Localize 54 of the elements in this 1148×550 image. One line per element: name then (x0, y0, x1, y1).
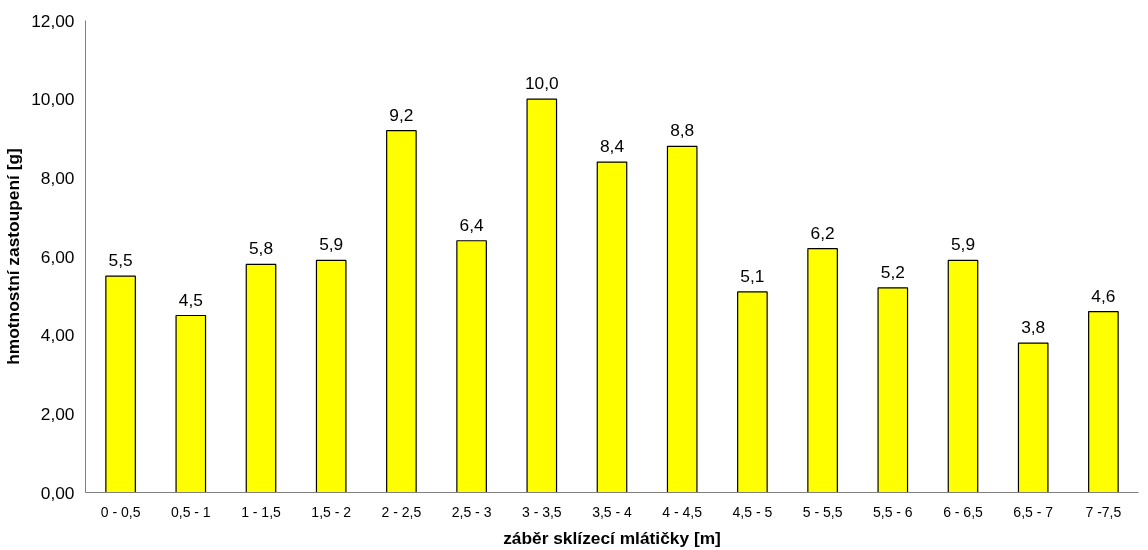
x-tick-label: 3 - 3,5 (521, 503, 562, 520)
bar (807, 248, 838, 493)
bar (877, 287, 909, 493)
bar (105, 275, 136, 493)
bar (737, 291, 768, 493)
data-label: 5,5 (108, 250, 133, 271)
x-tick-label: 0,5 - 1 (170, 503, 211, 520)
x-tick-label: 6 - 6,5 (943, 503, 984, 520)
y-tick-label: 10,00 (31, 89, 75, 110)
data-label: 4,5 (178, 289, 203, 310)
x-tick-label: 7 -7,5 (1085, 503, 1122, 520)
y-axis-title: hmotnostní zastoupení [g] (3, 148, 24, 365)
bar (386, 130, 417, 493)
x-tick-label: 5 - 5,5 (802, 503, 843, 520)
bar (596, 161, 628, 493)
bar (1017, 342, 1049, 493)
data-label: 6,4 (459, 214, 485, 235)
y-tick-label: 8,00 (40, 167, 75, 188)
data-label: 8,4 (599, 136, 625, 157)
bar (947, 259, 979, 493)
bar (666, 145, 698, 493)
x-tick-label: 6,5 - 7 (1013, 503, 1054, 520)
data-label: 5,9 (950, 234, 976, 255)
x-tick-label: 2 - 2,5 (381, 503, 422, 520)
x-tick-label: 3,5 - 4 (592, 503, 633, 520)
y-tick-label: 0,00 (40, 482, 75, 503)
x-tick-label: 4 - 4,5 (662, 503, 703, 520)
bar (175, 314, 207, 493)
bar (526, 98, 558, 493)
y-tick-label: 12,00 (31, 10, 75, 31)
data-label: 3,8 (1021, 317, 1046, 338)
bar (315, 259, 347, 493)
data-label: 10,0 (524, 73, 559, 94)
x-tick-label: 4,5 - 5 (732, 503, 773, 520)
x-axis-title: záběr sklízecí mlátičky [m] (503, 527, 721, 548)
data-label: 6,2 (810, 222, 835, 243)
data-label: 5,1 (740, 265, 765, 286)
y-tick-label: 6,00 (40, 246, 75, 267)
bar (456, 240, 487, 493)
y-tick-label: 4,00 (40, 325, 75, 346)
y-tick-label: 2,00 (40, 403, 75, 424)
data-label: 9,2 (389, 104, 414, 125)
x-tick-label: 2,5 - 3 (451, 503, 492, 520)
x-tick-label: 5,5 - 6 (872, 503, 913, 520)
x-tick-label: 0 - 0,5 (100, 503, 141, 520)
data-label: 5,8 (248, 238, 274, 259)
x-tick-label: 1,5 - 2 (311, 503, 352, 520)
data-label: 4,6 (1091, 285, 1116, 306)
x-tick-label: 1 - 1,5 (241, 503, 282, 520)
data-label: 5,2 (880, 261, 905, 282)
bar (1088, 310, 1119, 493)
bar (245, 263, 277, 493)
data-label: 8,8 (670, 120, 695, 141)
data-label: 5,9 (319, 234, 344, 255)
